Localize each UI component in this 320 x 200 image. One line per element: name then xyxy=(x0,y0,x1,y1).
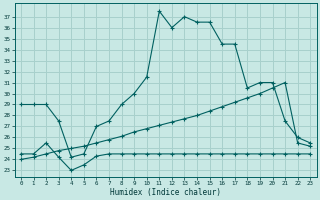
X-axis label: Humidex (Indice chaleur): Humidex (Indice chaleur) xyxy=(110,188,221,197)
